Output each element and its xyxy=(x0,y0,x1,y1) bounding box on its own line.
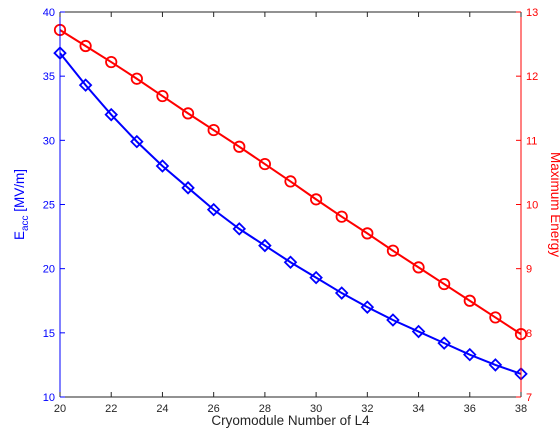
circle-marker xyxy=(156,89,169,103)
y-right-tick-label: 10 xyxy=(526,200,538,212)
y-right-tick-label: 9 xyxy=(526,264,532,276)
circle-marker xyxy=(79,39,92,53)
y-left-tick-label: 15 xyxy=(43,328,55,340)
x-tick-label: 32 xyxy=(361,403,373,415)
y-left-tick-label: 30 xyxy=(43,135,55,147)
circle-marker xyxy=(284,175,297,188)
diamond-marker xyxy=(360,300,375,314)
series-layer xyxy=(53,23,528,381)
circle-marker xyxy=(386,244,400,257)
x-tick-label: 26 xyxy=(208,403,220,415)
diamond-marker xyxy=(386,313,400,327)
x-tick-label: 30 xyxy=(310,403,322,415)
diamond-marker xyxy=(334,286,349,300)
diamond-marker xyxy=(258,238,272,253)
circle-marker xyxy=(258,157,271,171)
blue-series-line xyxy=(59,52,522,375)
y-right-tick-label: 12 xyxy=(526,71,538,83)
circle-marker xyxy=(412,261,425,274)
diamond-marker xyxy=(232,222,247,236)
diamond-marker xyxy=(155,159,170,173)
y-axis-left-label-subscript: acc xyxy=(20,215,31,231)
diamond-marker xyxy=(181,181,195,195)
y-left-tick-label: 25 xyxy=(43,200,55,212)
y-right-tick-label: 13 xyxy=(526,7,538,19)
diamond-marker xyxy=(309,270,323,285)
circle-marker xyxy=(335,210,348,223)
red-series-line xyxy=(59,29,522,335)
x-tick-label: 38 xyxy=(515,403,527,415)
y-right-tick-label: 11 xyxy=(526,135,537,147)
x-tick-label: 36 xyxy=(464,403,476,415)
diamond-marker xyxy=(78,78,93,92)
x-axis-label: Cryomodule Number of L4 xyxy=(211,413,370,428)
diamond-marker xyxy=(283,255,298,270)
circle-marker xyxy=(438,277,451,291)
circle-marker xyxy=(489,311,502,324)
diamond-marker xyxy=(437,336,451,350)
axes-layer: 20 22 24 26 28 30 32 34 36 38 10 15 20 25 30 35 40 7 8 9 10 1… xyxy=(43,7,539,415)
circle-marker xyxy=(233,140,246,153)
diamond-marker xyxy=(104,107,118,122)
diamond-marker xyxy=(206,202,221,217)
circle-marker xyxy=(463,294,476,307)
circle-marker xyxy=(361,227,374,240)
diamond-marker xyxy=(488,358,503,372)
y-axis-left-label: Eacc [MV/m] xyxy=(12,169,31,240)
plot-area xyxy=(60,12,521,397)
diamond-marker xyxy=(463,347,477,362)
diamond-marker xyxy=(411,324,426,339)
x-tick-label: 34 xyxy=(412,403,424,415)
circle-marker xyxy=(181,107,195,120)
circle-marker xyxy=(105,55,118,69)
y-right-tick-label: 7 xyxy=(526,392,532,404)
y-left-tick-label: 20 xyxy=(43,264,55,276)
x-tick-label: 20 xyxy=(54,403,66,415)
y-left-tick-label: 40 xyxy=(43,7,55,19)
circle-marker xyxy=(207,123,220,137)
y-axis-left-label-unit: [MV/m] xyxy=(12,169,27,216)
y-right-tick-label: 8 xyxy=(526,328,532,340)
x-tick-label: 28 xyxy=(259,403,271,415)
x-tick-label: 24 xyxy=(156,403,168,415)
x-tick-label: 22 xyxy=(105,403,117,415)
y-left-tick-label: 35 xyxy=(43,71,55,83)
circle-marker xyxy=(130,72,143,85)
diamond-marker xyxy=(130,134,144,149)
y-axis-right-label: Maximum Energy xyxy=(548,152,560,257)
y-left-tick-label: 10 xyxy=(43,392,55,404)
y-axis-left-label-main: E xyxy=(12,231,27,240)
circle-marker xyxy=(310,193,323,206)
